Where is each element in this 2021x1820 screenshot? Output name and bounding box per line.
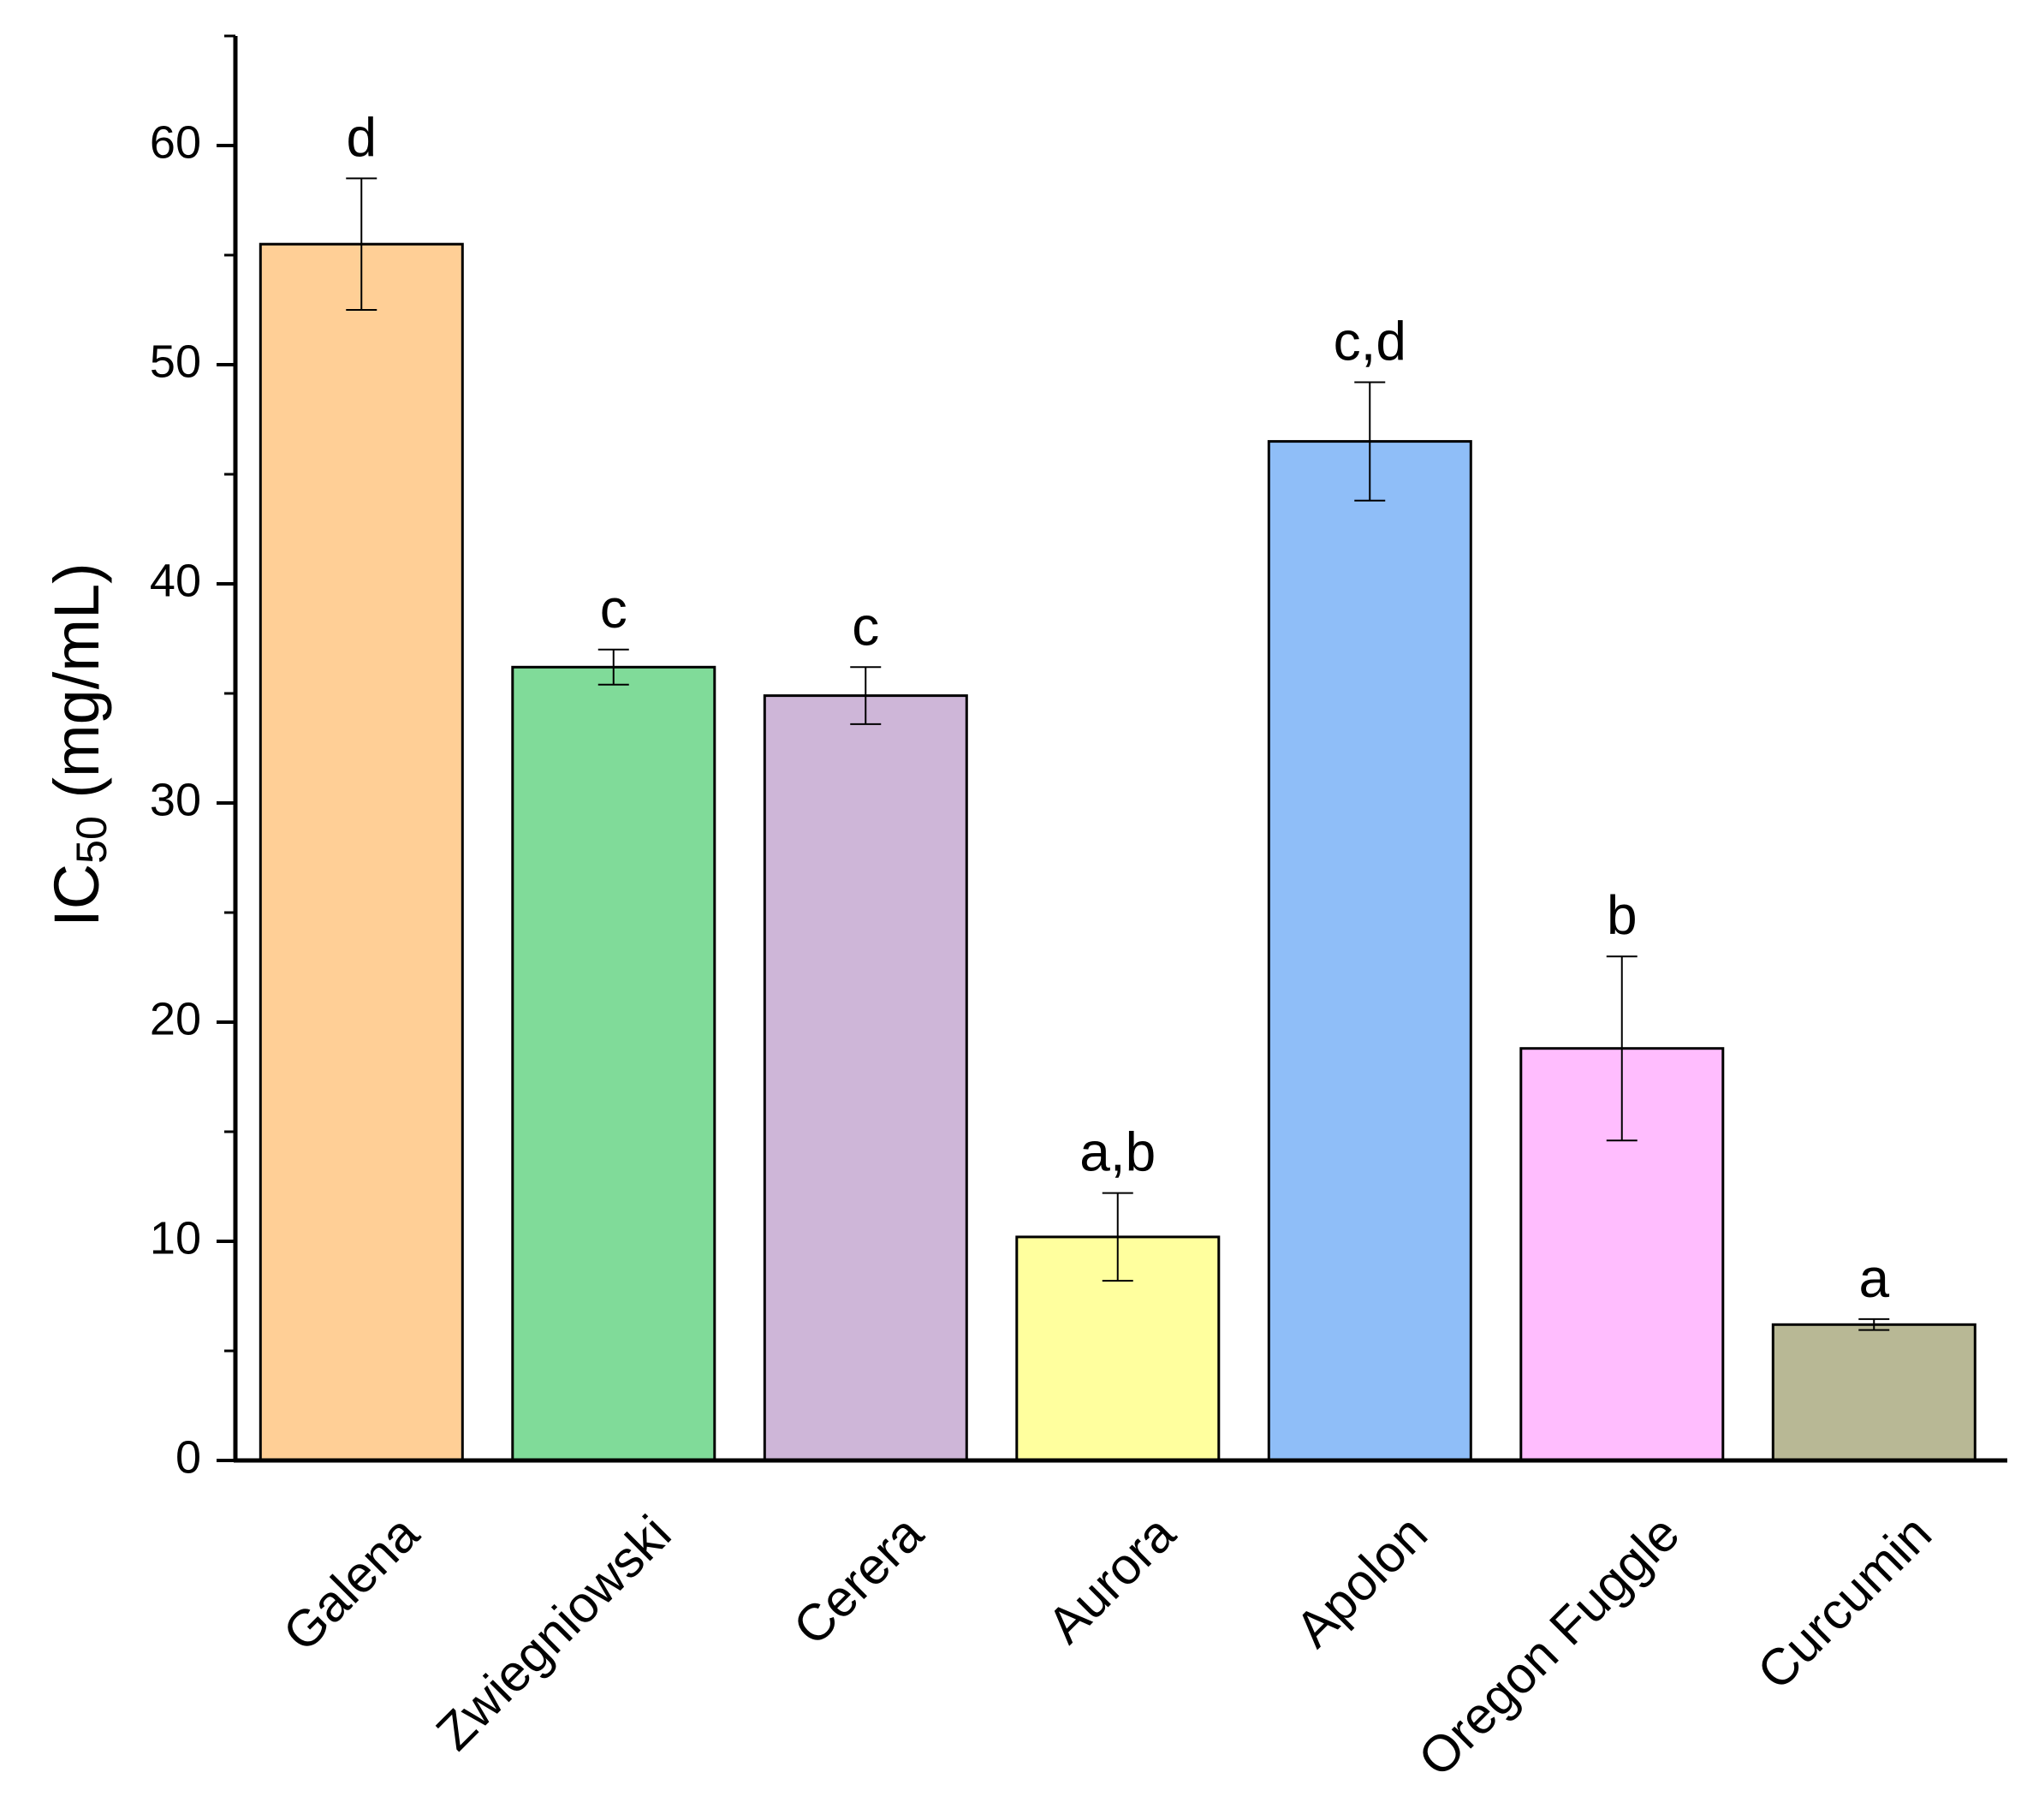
x-tick-label: Apolon: [1285, 1504, 1438, 1657]
y-tick-label: 10: [150, 1212, 201, 1264]
y-axis-title-main: IC: [41, 864, 112, 927]
significance-label: c,d: [1334, 311, 1406, 372]
significance-label: c: [852, 595, 879, 657]
significance-labels-group: d c c a,b c,d b a: [346, 106, 1889, 1309]
error-bars-group: [346, 177, 1890, 1331]
error-bar-aurora: [1102, 1192, 1133, 1282]
significance-label: a,b: [1079, 1121, 1156, 1183]
x-tick-label: Aurora: [1037, 1504, 1186, 1654]
bar-curcumin: [1771, 1323, 1976, 1462]
error-bar-apolon: [1354, 381, 1386, 502]
significance-label: a: [1858, 1247, 1889, 1309]
significance-label: d: [346, 106, 377, 168]
bar-apolon: [1267, 440, 1472, 1462]
y-axis-title: IC50 (mg/mL): [41, 562, 116, 927]
bar-cerera: [763, 694, 968, 1462]
y-tick-label: 30: [150, 774, 201, 825]
bar-galena: [259, 242, 464, 1462]
y-axis: 0 10 20 30 40 50 60: [150, 34, 238, 1483]
error-bar-curcumin: [1858, 1317, 1890, 1331]
y-axis-title-unit: (mg/mL): [41, 562, 112, 816]
x-tick-label: Zwiegniowski: [425, 1504, 682, 1761]
x-tick-label: Curcumin: [1746, 1504, 1942, 1700]
y-tick-label: 40: [150, 555, 201, 606]
y-tick-label: 20: [150, 993, 201, 1044]
significance-label: c: [600, 578, 627, 639]
x-tick-label: Oregon Fuggle: [1407, 1504, 1690, 1787]
y-tick-label: 60: [150, 116, 201, 168]
error-bar-oregon-fuggle: [1606, 955, 1638, 1142]
y-axis-title-subscript: 50: [68, 816, 116, 864]
y-tick-label: 0: [175, 1431, 201, 1483]
error-bar-zwiegniowski: [597, 648, 629, 686]
x-tick-label: Cerera: [782, 1504, 935, 1656]
error-bar-cerera: [850, 666, 882, 725]
bar-zwiegniowski: [511, 665, 716, 1462]
error-bar-galena: [346, 177, 377, 311]
x-tick-label: Galena: [272, 1504, 431, 1662]
y-tick-label: 50: [150, 336, 201, 387]
significance-label: b: [1607, 884, 1638, 946]
